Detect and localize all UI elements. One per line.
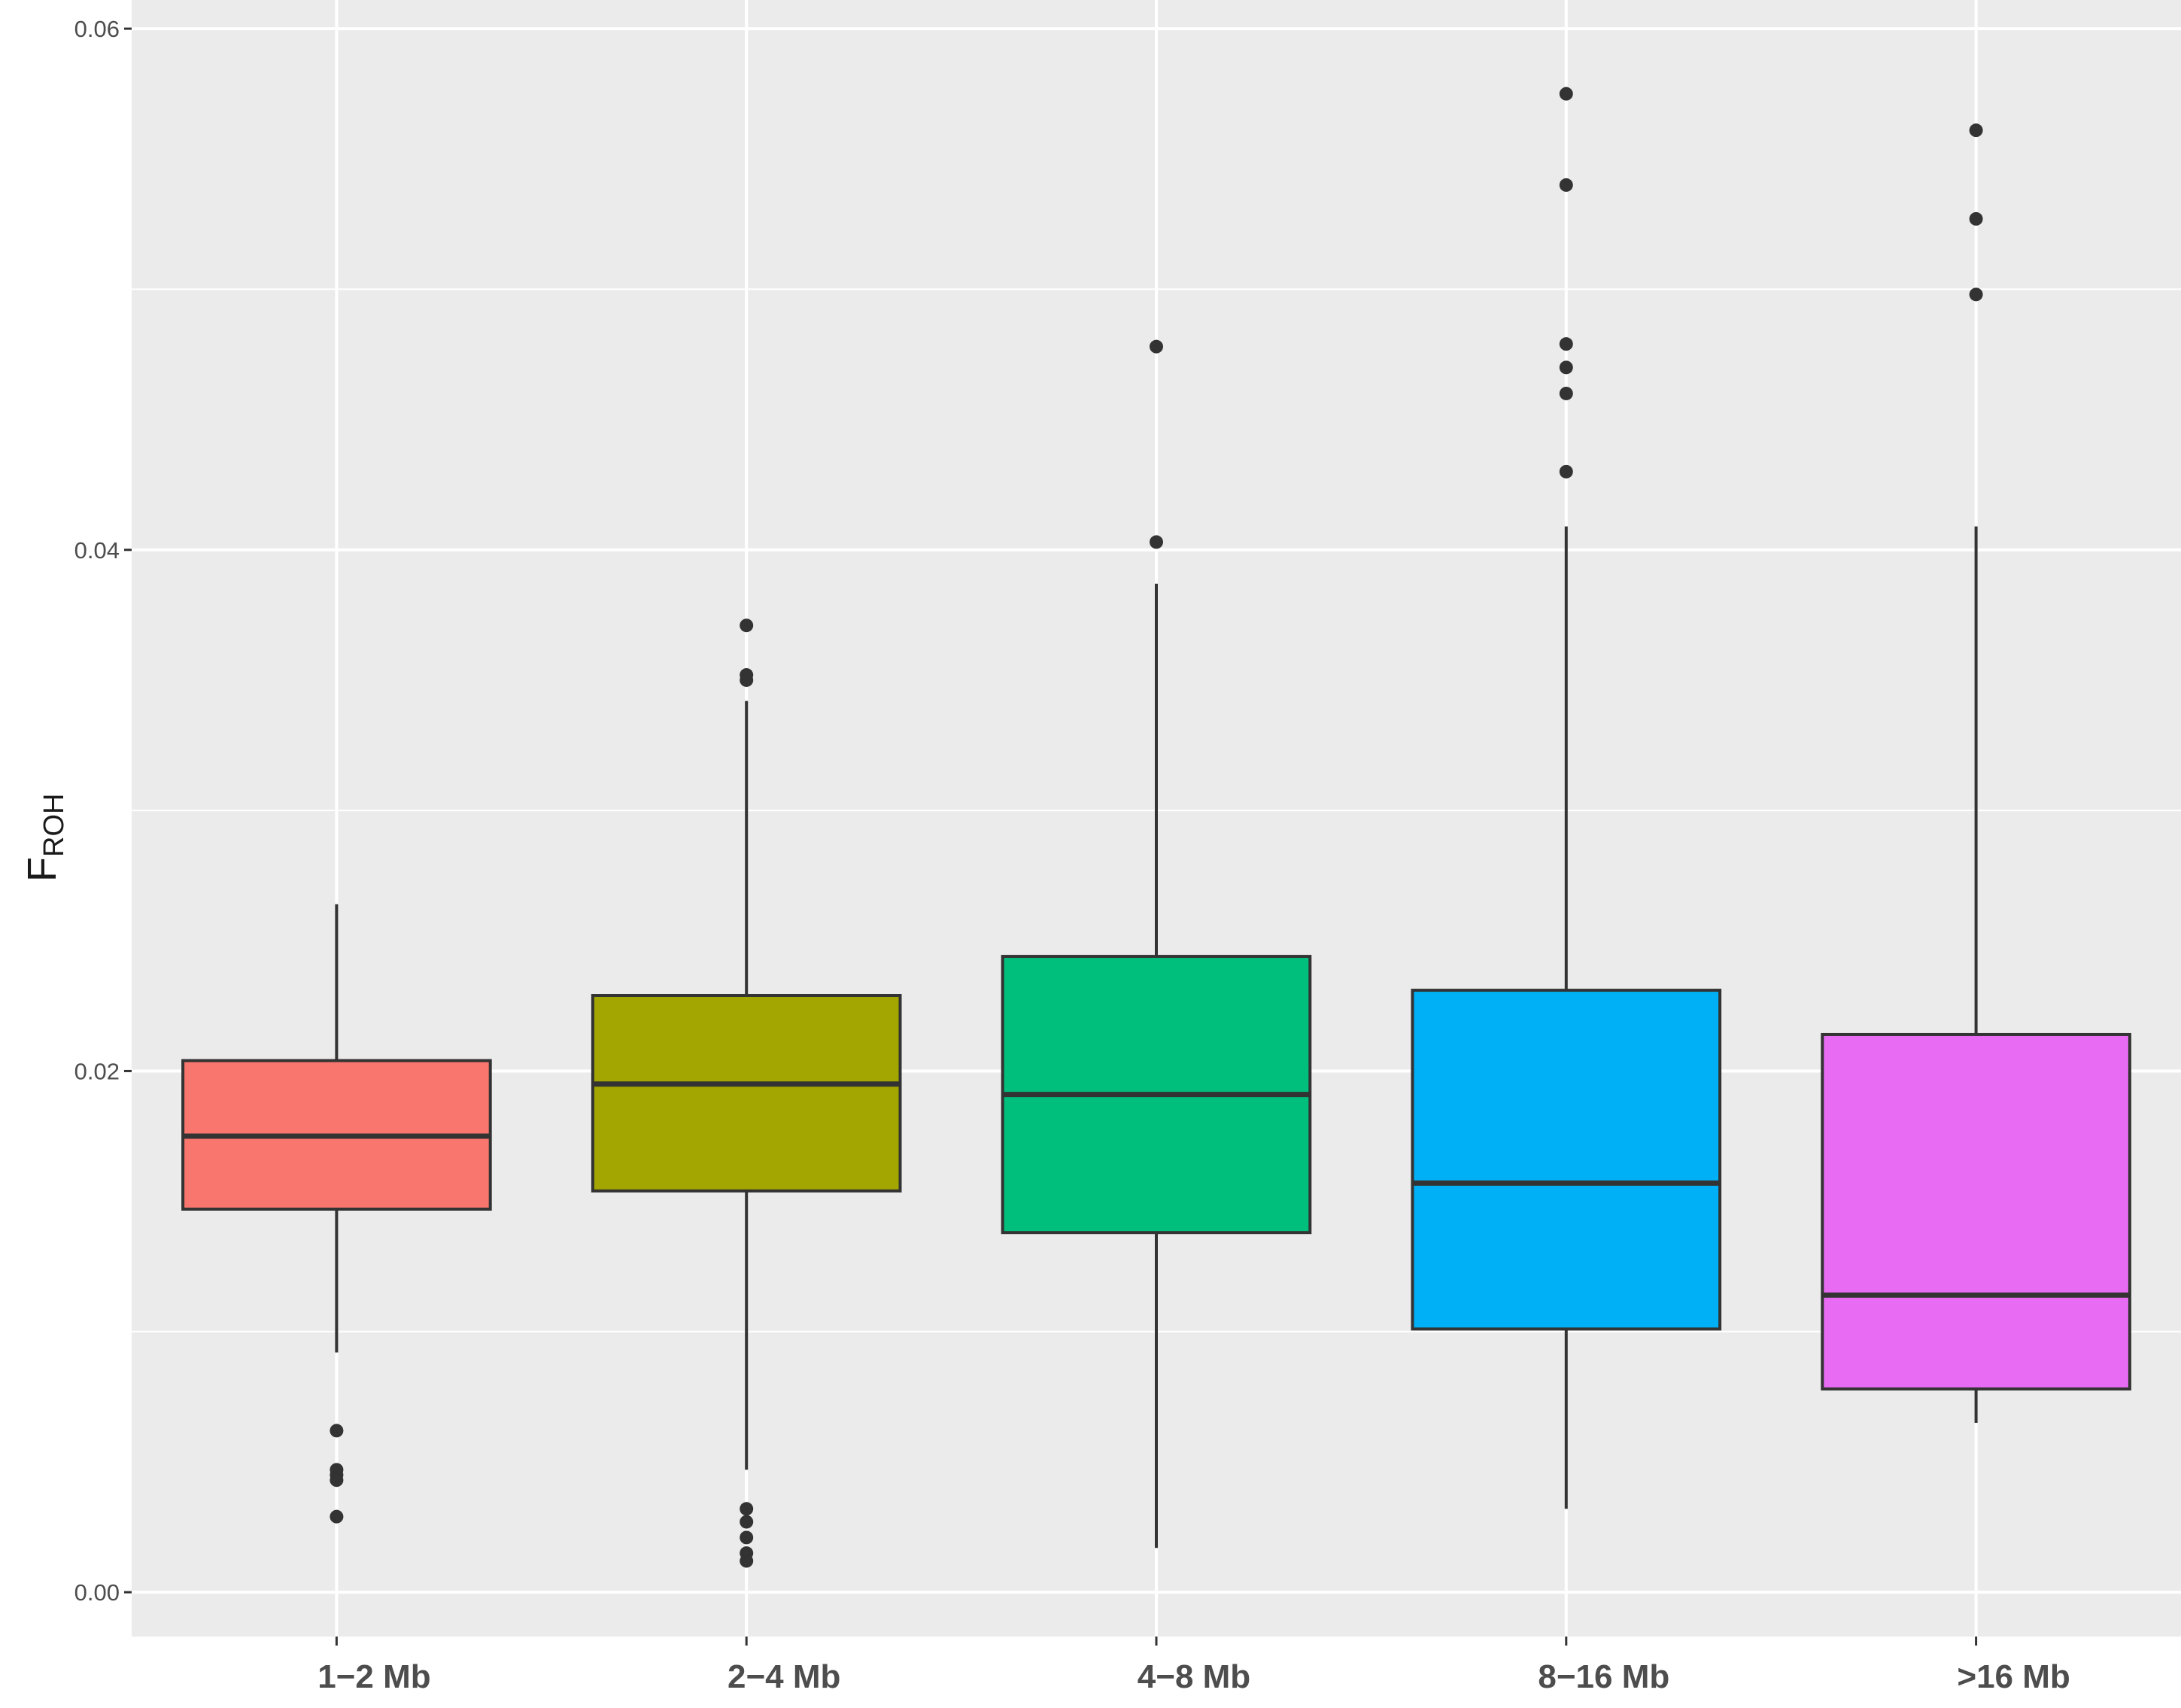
outlier-point — [1150, 339, 1163, 354]
x-tick-label: 8−16 Mb — [1538, 1658, 1669, 1695]
outlier-point — [740, 1554, 754, 1568]
outlier-point — [1559, 386, 1573, 400]
outlier-point — [740, 673, 754, 687]
outlier-point — [1559, 464, 1573, 479]
y-tick-label: 0.04 — [74, 537, 120, 564]
boxes-layer — [181, 87, 2131, 1568]
box-group — [1001, 339, 1312, 1548]
outlier-point — [330, 1509, 344, 1524]
box-group — [181, 904, 492, 1524]
outlier-point — [330, 1473, 344, 1488]
y-axis-title: FROH — [20, 794, 70, 882]
outlier-point — [1150, 535, 1163, 549]
x-tick-label: 2−4 Mb — [728, 1658, 840, 1695]
y-tick-label: 0.02 — [74, 1058, 120, 1084]
outlier-point — [740, 1515, 754, 1529]
y-axis-title-subscript: ROH — [38, 794, 70, 857]
outlier-point — [740, 1502, 754, 1516]
box-iqr — [1411, 989, 1722, 1331]
y-axis: 0.00 0.02 0.04 0.06 — [74, 16, 132, 1606]
outlier-point — [740, 1530, 754, 1545]
outlier-point — [1969, 287, 1983, 302]
y-axis-title-main: F — [20, 857, 65, 882]
y-tick-label: 0.06 — [74, 16, 120, 42]
y-tick-label: 0.00 — [74, 1579, 120, 1606]
box-iqr — [1821, 1032, 2131, 1390]
x-tick-label: 1−2 Mb — [317, 1658, 430, 1695]
outlier-point — [1969, 123, 1983, 138]
outlier-point — [1559, 337, 1573, 351]
x-tick-label: 4−8 Mb — [1138, 1658, 1250, 1695]
x-tick-label: >16 Mb — [1957, 1658, 2070, 1695]
x-axis: 1−2 Mb 2−4 Mb 4−8 Mb 8−16 Mb >16 Mb — [317, 1637, 2070, 1695]
outlier-point — [740, 618, 754, 633]
box-group — [1821, 123, 2131, 1424]
outlier-point — [1559, 360, 1573, 375]
outlier-point — [1969, 211, 1983, 226]
outlier-point — [1559, 87, 1573, 101]
box-group — [591, 618, 902, 1568]
box-iqr — [591, 994, 902, 1193]
box-group — [1411, 87, 1722, 1509]
outlier-point — [1559, 178, 1573, 192]
outlier-point — [330, 1424, 344, 1438]
